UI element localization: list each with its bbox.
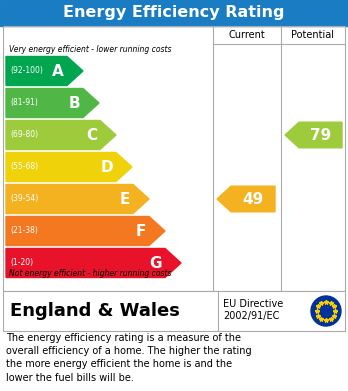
Polygon shape [6, 152, 132, 181]
Text: Energy Efficiency Rating: Energy Efficiency Rating [63, 5, 285, 20]
Text: Potential: Potential [292, 30, 334, 40]
Text: Not energy efficient - higher running costs: Not energy efficient - higher running co… [9, 269, 172, 278]
Text: F: F [136, 224, 146, 239]
Text: Current: Current [229, 30, 266, 40]
Text: The energy efficiency rating is a measure of the
overall efficiency of a home. T: The energy efficiency rating is a measur… [6, 333, 252, 383]
Text: Very energy efficient - lower running costs: Very energy efficient - lower running co… [9, 45, 172, 54]
Text: EU Directive
2002/91/EC: EU Directive 2002/91/EC [223, 299, 283, 321]
Text: England & Wales: England & Wales [10, 302, 180, 320]
Text: (1-20): (1-20) [10, 258, 33, 267]
Text: (39-54): (39-54) [10, 194, 38, 203]
Text: D: D [100, 160, 113, 174]
Polygon shape [6, 249, 181, 278]
Polygon shape [6, 88, 99, 118]
Bar [0, 0, 348, 26]
Polygon shape [6, 57, 83, 86]
Text: 49: 49 [243, 192, 264, 206]
Bar [3, 291, 345, 331]
Polygon shape [6, 120, 116, 149]
Text: B: B [68, 95, 80, 111]
Text: A: A [52, 63, 64, 79]
Polygon shape [217, 186, 275, 212]
Text: G: G [150, 255, 162, 271]
Text: (69-80): (69-80) [10, 131, 38, 140]
Text: C: C [86, 127, 97, 142]
Text: (55-68): (55-68) [10, 163, 38, 172]
Bar [3, 26, 345, 291]
Text: 79: 79 [310, 127, 331, 142]
Text: (21-38): (21-38) [10, 226, 38, 235]
Text: E: E [120, 192, 130, 206]
Text: (81-91): (81-91) [10, 99, 38, 108]
Circle shape [311, 296, 341, 326]
Text: (92-100): (92-100) [10, 66, 43, 75]
Polygon shape [6, 185, 149, 213]
Polygon shape [285, 122, 342, 148]
Polygon shape [6, 217, 165, 246]
